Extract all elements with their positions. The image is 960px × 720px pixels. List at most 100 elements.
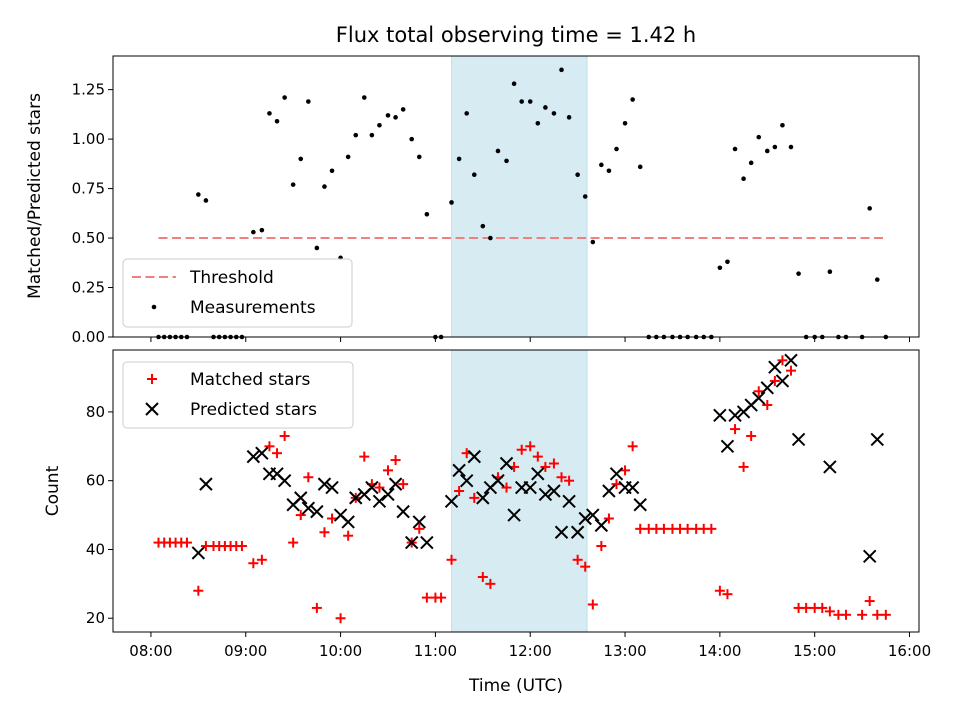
measurement-point bbox=[725, 259, 730, 265]
predicted-star-point bbox=[784, 353, 798, 368]
matched-star-point bbox=[817, 602, 828, 613]
measurement-point bbox=[282, 95, 287, 100]
predicted-star-point bbox=[365, 480, 379, 495]
measurement-point bbox=[353, 132, 359, 138]
matched-star-point bbox=[295, 510, 306, 521]
measurement-point bbox=[788, 144, 794, 150]
measurement-point bbox=[290, 182, 296, 187]
predicted-star-point bbox=[547, 484, 561, 498]
measurement-point bbox=[456, 156, 462, 162]
measurement-point bbox=[267, 111, 272, 116]
measurement-point bbox=[582, 194, 588, 199]
threshold-legend-label: Threshold bbox=[189, 268, 274, 288]
measurement-point bbox=[772, 144, 778, 150]
measurement-point bbox=[527, 99, 533, 104]
measurement-point bbox=[488, 235, 493, 241]
matched-star-point bbox=[762, 400, 773, 411]
x-tick-label: 14:00 bbox=[698, 642, 741, 660]
top-panel: 0.00 0.25 0.50 0.75 1.00 1.25 Flux total obse… bbox=[25, 23, 920, 346]
matched-star-point bbox=[635, 523, 646, 534]
predicted-stars-series bbox=[191, 353, 884, 564]
predicted-star-point bbox=[775, 374, 790, 388]
predicted-star-point bbox=[459, 473, 474, 488]
matched-star-point bbox=[587, 599, 598, 610]
matched-star-point bbox=[414, 523, 425, 534]
predicted-star-point bbox=[325, 480, 339, 495]
matched-legend-label: Matched stars bbox=[190, 370, 310, 390]
matched-star-point bbox=[572, 554, 583, 565]
predicted-star-point bbox=[444, 494, 459, 509]
matched-star-point bbox=[801, 602, 812, 613]
measurement-point bbox=[449, 200, 454, 205]
predicted-star-point bbox=[728, 408, 742, 423]
matched-star-point bbox=[840, 609, 851, 620]
predicted-star-point bbox=[301, 501, 316, 515]
predicted-star-point bbox=[388, 477, 403, 491]
matched-star-point bbox=[706, 523, 717, 534]
predicted-star-point bbox=[420, 535, 434, 550]
predicted-star-point bbox=[294, 491, 308, 505]
matched-star-point bbox=[359, 451, 370, 462]
measurement-point bbox=[551, 111, 557, 116]
measurement-point bbox=[543, 105, 548, 110]
matched-star-point bbox=[236, 541, 247, 552]
predicted-star-point bbox=[609, 467, 624, 481]
predicted-star-point bbox=[570, 525, 585, 539]
matched-star-point bbox=[730, 424, 741, 435]
matched-star-point bbox=[722, 589, 733, 600]
top-axes-frame bbox=[112, 55, 920, 338]
matched-star-point bbox=[303, 472, 314, 483]
predicted-star-point bbox=[467, 449, 481, 464]
measurement-point bbox=[796, 271, 801, 276]
matched-star-point bbox=[272, 448, 283, 459]
predicted-star-point bbox=[720, 439, 735, 453]
matched-star-point bbox=[872, 609, 883, 620]
bottom-legend-box bbox=[122, 361, 354, 429]
measurement-point bbox=[203, 198, 209, 203]
measurement-point bbox=[369, 132, 375, 138]
measurement-point bbox=[622, 120, 628, 126]
predicted-star-point bbox=[372, 494, 387, 509]
measurement-point bbox=[717, 265, 723, 271]
measurement-point bbox=[519, 99, 524, 104]
predicted-star-point bbox=[255, 446, 269, 460]
predicted-star-point bbox=[531, 467, 545, 481]
predicted-star-point bbox=[625, 480, 640, 495]
matched-star-point bbox=[311, 602, 322, 613]
matched-star-point bbox=[335, 613, 346, 624]
measurement-point bbox=[874, 277, 880, 282]
measurements-legend-label: Measurements bbox=[190, 298, 316, 318]
matched-stars-series bbox=[153, 355, 891, 624]
matched-star-point bbox=[532, 451, 543, 462]
matched-star-point bbox=[454, 486, 465, 496]
matched-star-point bbox=[398, 479, 409, 490]
matched-star-point bbox=[319, 527, 330, 538]
matched-star-point bbox=[738, 461, 749, 472]
matched-star-point bbox=[769, 375, 780, 386]
matched-star-point bbox=[540, 461, 551, 472]
predicted-star-point bbox=[341, 515, 355, 529]
top-legend-box bbox=[122, 258, 353, 328]
measurement-point bbox=[409, 136, 414, 142]
measurements-legend-swatch bbox=[151, 304, 157, 310]
x-tick-label: 12:00 bbox=[509, 642, 552, 660]
top-y-ticks: 0.00 0.25 0.50 0.75 1.00 1.25 bbox=[72, 81, 113, 346]
measurement-point bbox=[393, 115, 398, 120]
predicted-star-point bbox=[586, 508, 600, 522]
predicted-star-point bbox=[562, 494, 576, 509]
predicted-star-point bbox=[870, 432, 884, 447]
matched-star-point bbox=[682, 523, 693, 534]
predicted-star-point bbox=[317, 477, 332, 491]
predicted-star-point bbox=[246, 449, 261, 464]
measurement-point bbox=[416, 154, 422, 160]
matched-star-point bbox=[382, 465, 393, 476]
predicted-star-point bbox=[602, 484, 616, 498]
predicted-star-point bbox=[396, 504, 410, 519]
matched-star-point bbox=[374, 482, 385, 493]
bottom-y-tick-label: 60 bbox=[86, 472, 105, 490]
top-observing-span bbox=[451, 55, 588, 338]
matched-star-point bbox=[857, 609, 868, 620]
measurement-point bbox=[400, 107, 406, 112]
matched-star-point bbox=[193, 585, 204, 596]
